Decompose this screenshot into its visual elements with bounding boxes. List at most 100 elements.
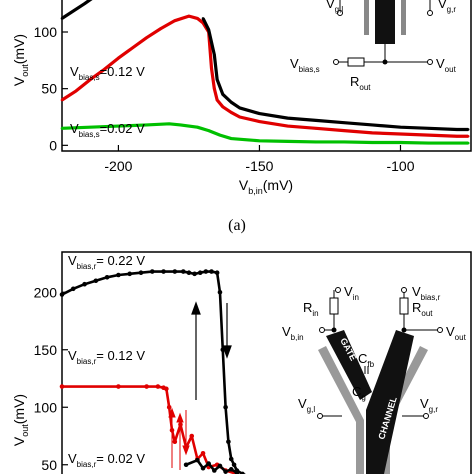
annotation-main: V — [70, 64, 79, 79]
data-point — [228, 467, 234, 472]
data-point — [228, 456, 234, 462]
data-point — [286, 116, 289, 120]
panel-a-xlabel-sub: b,in — [248, 186, 263, 196]
rout-resistor — [347, 57, 365, 67]
vbias-main: V — [290, 56, 299, 71]
data-point — [60, 17, 64, 20]
data-point — [370, 141, 374, 144]
data-point — [212, 468, 217, 473]
data-point — [74, 89, 78, 93]
side-gate-left — [318, 346, 364, 474]
data-point — [189, 433, 195, 439]
annotation-sub: bias,r — [77, 357, 97, 366]
data-point — [200, 450, 206, 456]
data-point — [116, 384, 121, 389]
vbin-terminal — [319, 327, 325, 333]
vbin-label: Vb,in — [282, 324, 304, 342]
vgl-label: Vg,l — [326, 0, 343, 14]
data-point — [203, 269, 209, 274]
panel-b-series — [59, 269, 249, 474]
series-line — [61, 122, 469, 145]
rout-label: Rout — [350, 74, 371, 92]
data-point — [234, 470, 240, 474]
vout-b-label: Vout — [446, 324, 467, 342]
vgr-terminal — [427, 10, 433, 16]
data-point — [196, 17, 199, 20]
data-point — [207, 28, 210, 32]
data-point — [238, 106, 242, 110]
data-point — [83, 2, 86, 5]
xtick-label: -150 — [245, 158, 273, 174]
annotation-text: =0.02 V — [100, 121, 146, 136]
vgr-b-main: V — [420, 396, 429, 411]
data-point — [231, 462, 237, 468]
data-point — [144, 384, 149, 389]
data-point — [117, 124, 120, 128]
vout-label: Vout — [436, 56, 457, 74]
data-point — [206, 461, 211, 466]
data-point — [466, 134, 470, 138]
vgr-b-terminal — [423, 413, 429, 419]
panel-b-ylabel-unit: (mV) — [11, 394, 27, 424]
vbias-terminal — [333, 59, 339, 65]
vout-b-terminal — [437, 327, 443, 333]
panel-a-series — [60, 0, 470, 145]
rin-label: Rin — [303, 300, 319, 318]
vout-sub: out — [445, 65, 457, 74]
data-point — [213, 53, 216, 56]
data-point — [197, 270, 203, 276]
red-arrow-1-head — [168, 407, 176, 418]
vin-label: Vin — [344, 284, 359, 302]
data-point — [240, 471, 245, 474]
data-point — [186, 270, 192, 276]
panel-b-ylabel-main: V — [11, 436, 27, 446]
vgr-b-sub: g,r — [429, 405, 439, 414]
data-point — [172, 439, 178, 445]
series-line — [185, 458, 238, 474]
panel-a-frame — [61, 0, 472, 152]
panel-b-ylabel: Vout(mV) — [11, 394, 30, 446]
vgr-b-label: Vg,r — [420, 396, 438, 414]
data-point — [229, 111, 233, 114]
panel-b-ylabel-sub: out — [20, 424, 30, 437]
data-point — [200, 465, 206, 471]
vin-terminal — [335, 287, 341, 293]
data-point — [179, 123, 182, 127]
annotation-sub: bias,r — [77, 262, 97, 271]
data-point — [60, 98, 64, 102]
rout-b-main: R — [412, 300, 421, 315]
vgr-sub: g,r — [447, 5, 457, 14]
data-point — [286, 124, 289, 128]
data-point — [82, 281, 87, 287]
vbias-r-main: V — [412, 284, 421, 299]
annotation-text: =0.12 V — [100, 64, 146, 79]
vbias-r-sub: bias,r — [421, 293, 441, 302]
data-point — [192, 271, 197, 277]
panel-a-ticks: 0 50 100 -200 -150 -100 — [34, 24, 415, 174]
data-point — [127, 271, 132, 277]
data-point — [166, 404, 172, 410]
caption-a: (a) — [228, 217, 246, 234]
data-point — [196, 125, 199, 129]
data-point — [286, 140, 289, 143]
data-point — [161, 269, 166, 274]
data-point — [214, 270, 220, 276]
data-point — [314, 140, 318, 144]
series-line — [61, 0, 93, 20]
xtick-label: -100 — [386, 158, 414, 174]
data-point — [159, 27, 163, 30]
vbin-main: V — [282, 324, 291, 339]
ytick-label: 150 — [34, 342, 58, 358]
data-point — [244, 138, 247, 141]
red-arrow-2-head — [176, 412, 184, 423]
data-point — [455, 134, 459, 138]
vgl-terminal — [337, 10, 343, 16]
vgl-b-main: V — [298, 396, 307, 411]
data-point — [164, 386, 169, 392]
data-point — [213, 87, 216, 90]
data-point — [399, 132, 402, 136]
gate-bar-right — [401, 0, 406, 35]
data-point — [131, 46, 134, 50]
data-point — [180, 269, 186, 274]
